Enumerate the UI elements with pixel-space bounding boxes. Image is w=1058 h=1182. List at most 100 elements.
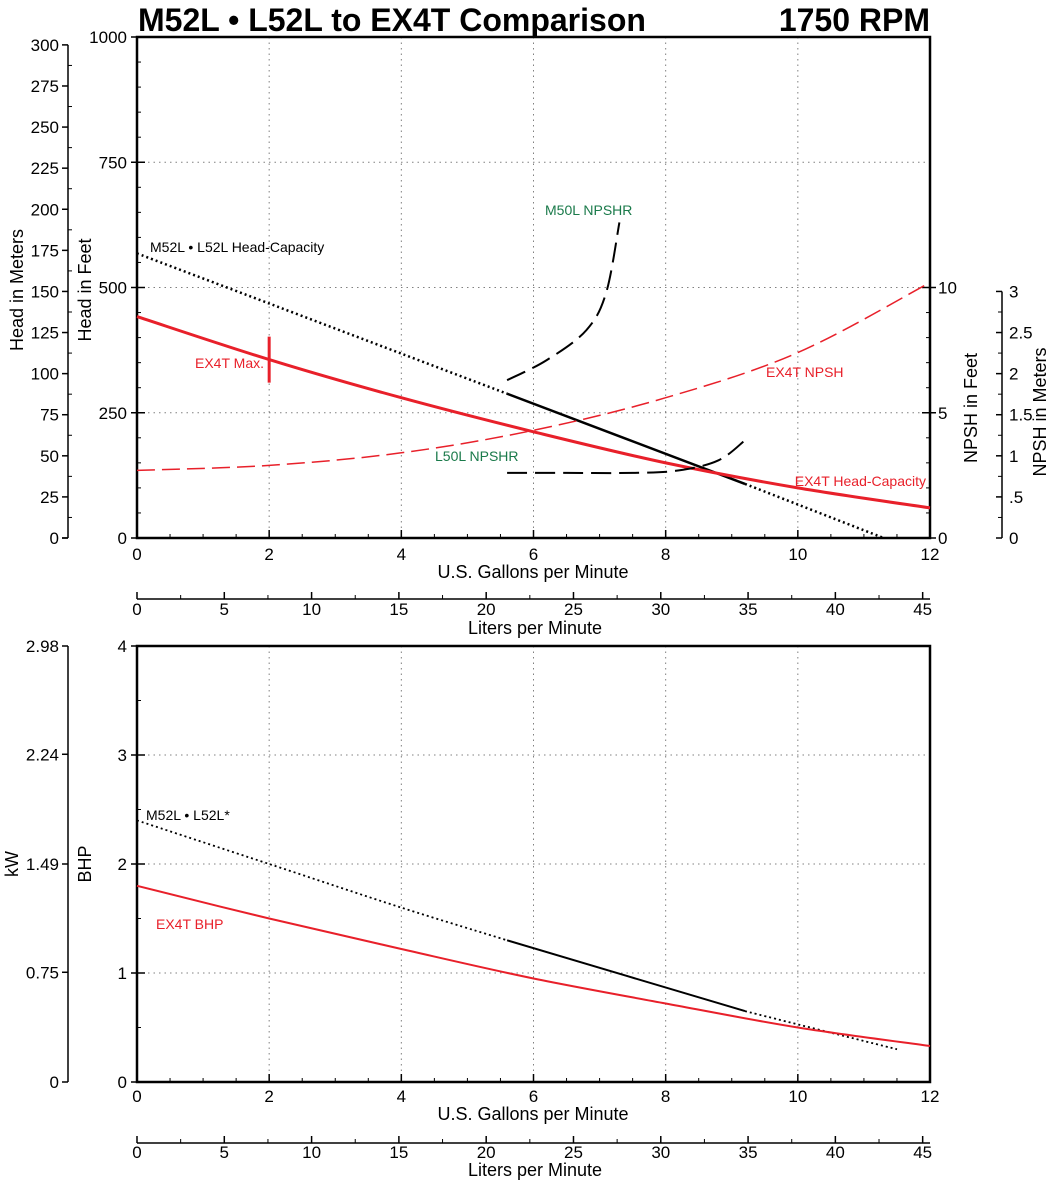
x-tick-label: 12 — [921, 545, 940, 564]
x-tick-label: 10 — [788, 545, 807, 564]
lpm-tick-label: 15 — [389, 600, 408, 619]
y-axis-title: Head in Feet — [75, 238, 95, 341]
meters-tick-label: 250 — [31, 118, 59, 137]
kw-axis-title: kW — [2, 851, 22, 877]
m52l-head-line-solid — [506, 392, 746, 486]
lpm-axis-title: Liters per Minute — [468, 618, 602, 638]
x-tick-label: 6 — [529, 545, 538, 564]
npsh-meters-tick-label: 2.5 — [1009, 324, 1033, 343]
lpm-tick-label: 30 — [651, 600, 670, 619]
m52l-head-line-dotted-low — [136, 252, 508, 395]
y-axis-title: BHP — [75, 845, 95, 882]
meters-tick-label: 75 — [40, 406, 59, 425]
m52l-bhp-line-solid — [506, 939, 746, 1013]
y-tick-label: 0 — [118, 529, 127, 548]
lpm-tick-label: 25 — [564, 1143, 583, 1162]
lpm-tick-label: 30 — [651, 1143, 670, 1162]
y-tick-label: 750 — [99, 153, 127, 172]
npsh-meters-title: NPSH in Meters — [1030, 347, 1050, 476]
meters-tick-label: 100 — [31, 365, 59, 384]
m52l-bhp-label: M52L • L52L* — [146, 807, 230, 823]
meters-tick-label: 225 — [31, 159, 59, 178]
lpm-tick-label: 45 — [913, 1143, 932, 1162]
lpm-tick-label: 45 — [913, 600, 932, 619]
x-tick-label: 4 — [397, 545, 406, 564]
ex4t-bhp-line — [136, 884, 931, 1047]
meters-tick-label: 125 — [31, 324, 59, 343]
npsh-feet-title: NPSH in Feet — [961, 353, 981, 463]
l50l-npshr-line — [507, 439, 746, 475]
x-tick-label: 10 — [788, 1087, 807, 1106]
x-tick-label: 8 — [661, 1087, 670, 1106]
npsh-meters-tick-label: .5 — [1009, 488, 1023, 507]
meters-tick-label: 200 — [31, 200, 59, 219]
npsh-tick-label: 0 — [938, 529, 947, 548]
lpm-tick-label: 40 — [826, 600, 845, 619]
x-tick-label: 4 — [397, 1087, 406, 1106]
l50l-npshr-label: L50L NPSHR — [435, 448, 519, 464]
y-tick-label: 2 — [118, 855, 127, 874]
y-tick-label: 1000 — [89, 28, 127, 47]
kw-tick-label: 0.75 — [26, 963, 59, 982]
m50l-npshr-line — [506, 222, 621, 382]
m50l-npshr-label: M50L NPSHR — [545, 202, 632, 218]
y-meters-title: Head in Meters — [7, 229, 27, 351]
y-tick-label: 1 — [118, 964, 127, 983]
ex4t-max-label: EX4T Max. — [195, 355, 264, 371]
npsh-tick-label: 5 — [938, 404, 947, 423]
lpm-axis-title: Liters per Minute — [468, 1160, 602, 1180]
lpm-tick-label: 15 — [389, 1143, 408, 1162]
rpm-label: 1750 RPM — [779, 2, 930, 38]
x-tick-label: 0 — [132, 1087, 141, 1106]
m52l-head-label: M52L • L52L Head-Capacity — [150, 239, 324, 255]
meters-tick-label: 0 — [50, 529, 59, 548]
x-axis-title: U.S. Gallons per Minute — [437, 562, 628, 582]
x-tick-label: 2 — [264, 545, 273, 564]
x-tick-label: 12 — [921, 1087, 940, 1106]
npsh-tick-label: 10 — [938, 279, 957, 298]
lpm-tick-label: 35 — [739, 600, 758, 619]
lpm-tick-label: 5 — [220, 1143, 229, 1162]
y-tick-label: 3 — [118, 746, 127, 765]
ex4t-head-label: EX4T Head-Capacity — [795, 473, 926, 489]
npsh-meters-tick-label: 3 — [1009, 282, 1018, 301]
meters-tick-label: 175 — [31, 241, 59, 260]
meters-tick-label: 275 — [31, 77, 59, 96]
lpm-tick-label: 0 — [132, 600, 141, 619]
kw-tick-label: 2.98 — [26, 637, 59, 656]
ex4t-bhp-label: EX4T BHP — [156, 916, 223, 932]
y-tick-label: 250 — [99, 404, 127, 423]
chart-title: M52L • L52L to EX4T Comparison — [138, 2, 646, 38]
lpm-tick-label: 5 — [220, 600, 229, 619]
x-axis-title: U.S. Gallons per Minute — [437, 1104, 628, 1124]
npsh-meters-tick-label: 0 — [1009, 529, 1018, 548]
lpm-tick-label: 0 — [132, 1143, 141, 1162]
lpm-tick-label: 10 — [302, 1143, 321, 1162]
x-tick-label: 6 — [529, 1087, 538, 1106]
ex4t-npsh-label: EX4T NPSH — [766, 364, 844, 380]
meters-tick-label: 50 — [40, 447, 59, 466]
npsh-meters-tick-label: 1 — [1009, 447, 1018, 466]
meters-tick-label: 25 — [40, 488, 59, 507]
y-tick-label: 0 — [118, 1073, 127, 1092]
kw-tick-label: 0 — [50, 1073, 59, 1092]
lpm-tick-label: 20 — [477, 600, 496, 619]
y-tick-label: 4 — [118, 637, 127, 656]
npsh-meters-tick-label: 1.5 — [1009, 406, 1033, 425]
x-tick-label: 0 — [132, 545, 141, 564]
x-tick-label: 8 — [661, 545, 670, 564]
meters-tick-label: 150 — [31, 282, 59, 301]
npsh-meters-tick-label: 2 — [1009, 365, 1018, 384]
y-tick-label: 500 — [99, 279, 127, 298]
lpm-tick-label: 10 — [302, 600, 321, 619]
ex4t-npsh-line — [136, 281, 931, 472]
x-tick-label: 2 — [264, 1087, 273, 1106]
kw-tick-label: 2.24 — [26, 745, 59, 764]
lpm-tick-label: 25 — [564, 600, 583, 619]
lpm-tick-label: 40 — [826, 1143, 845, 1162]
lpm-tick-label: 20 — [477, 1143, 496, 1162]
meters-tick-label: 300 — [31, 36, 59, 55]
m52l-head-line-dotted-high — [744, 482, 885, 540]
kw-tick-label: 1.49 — [26, 855, 59, 874]
